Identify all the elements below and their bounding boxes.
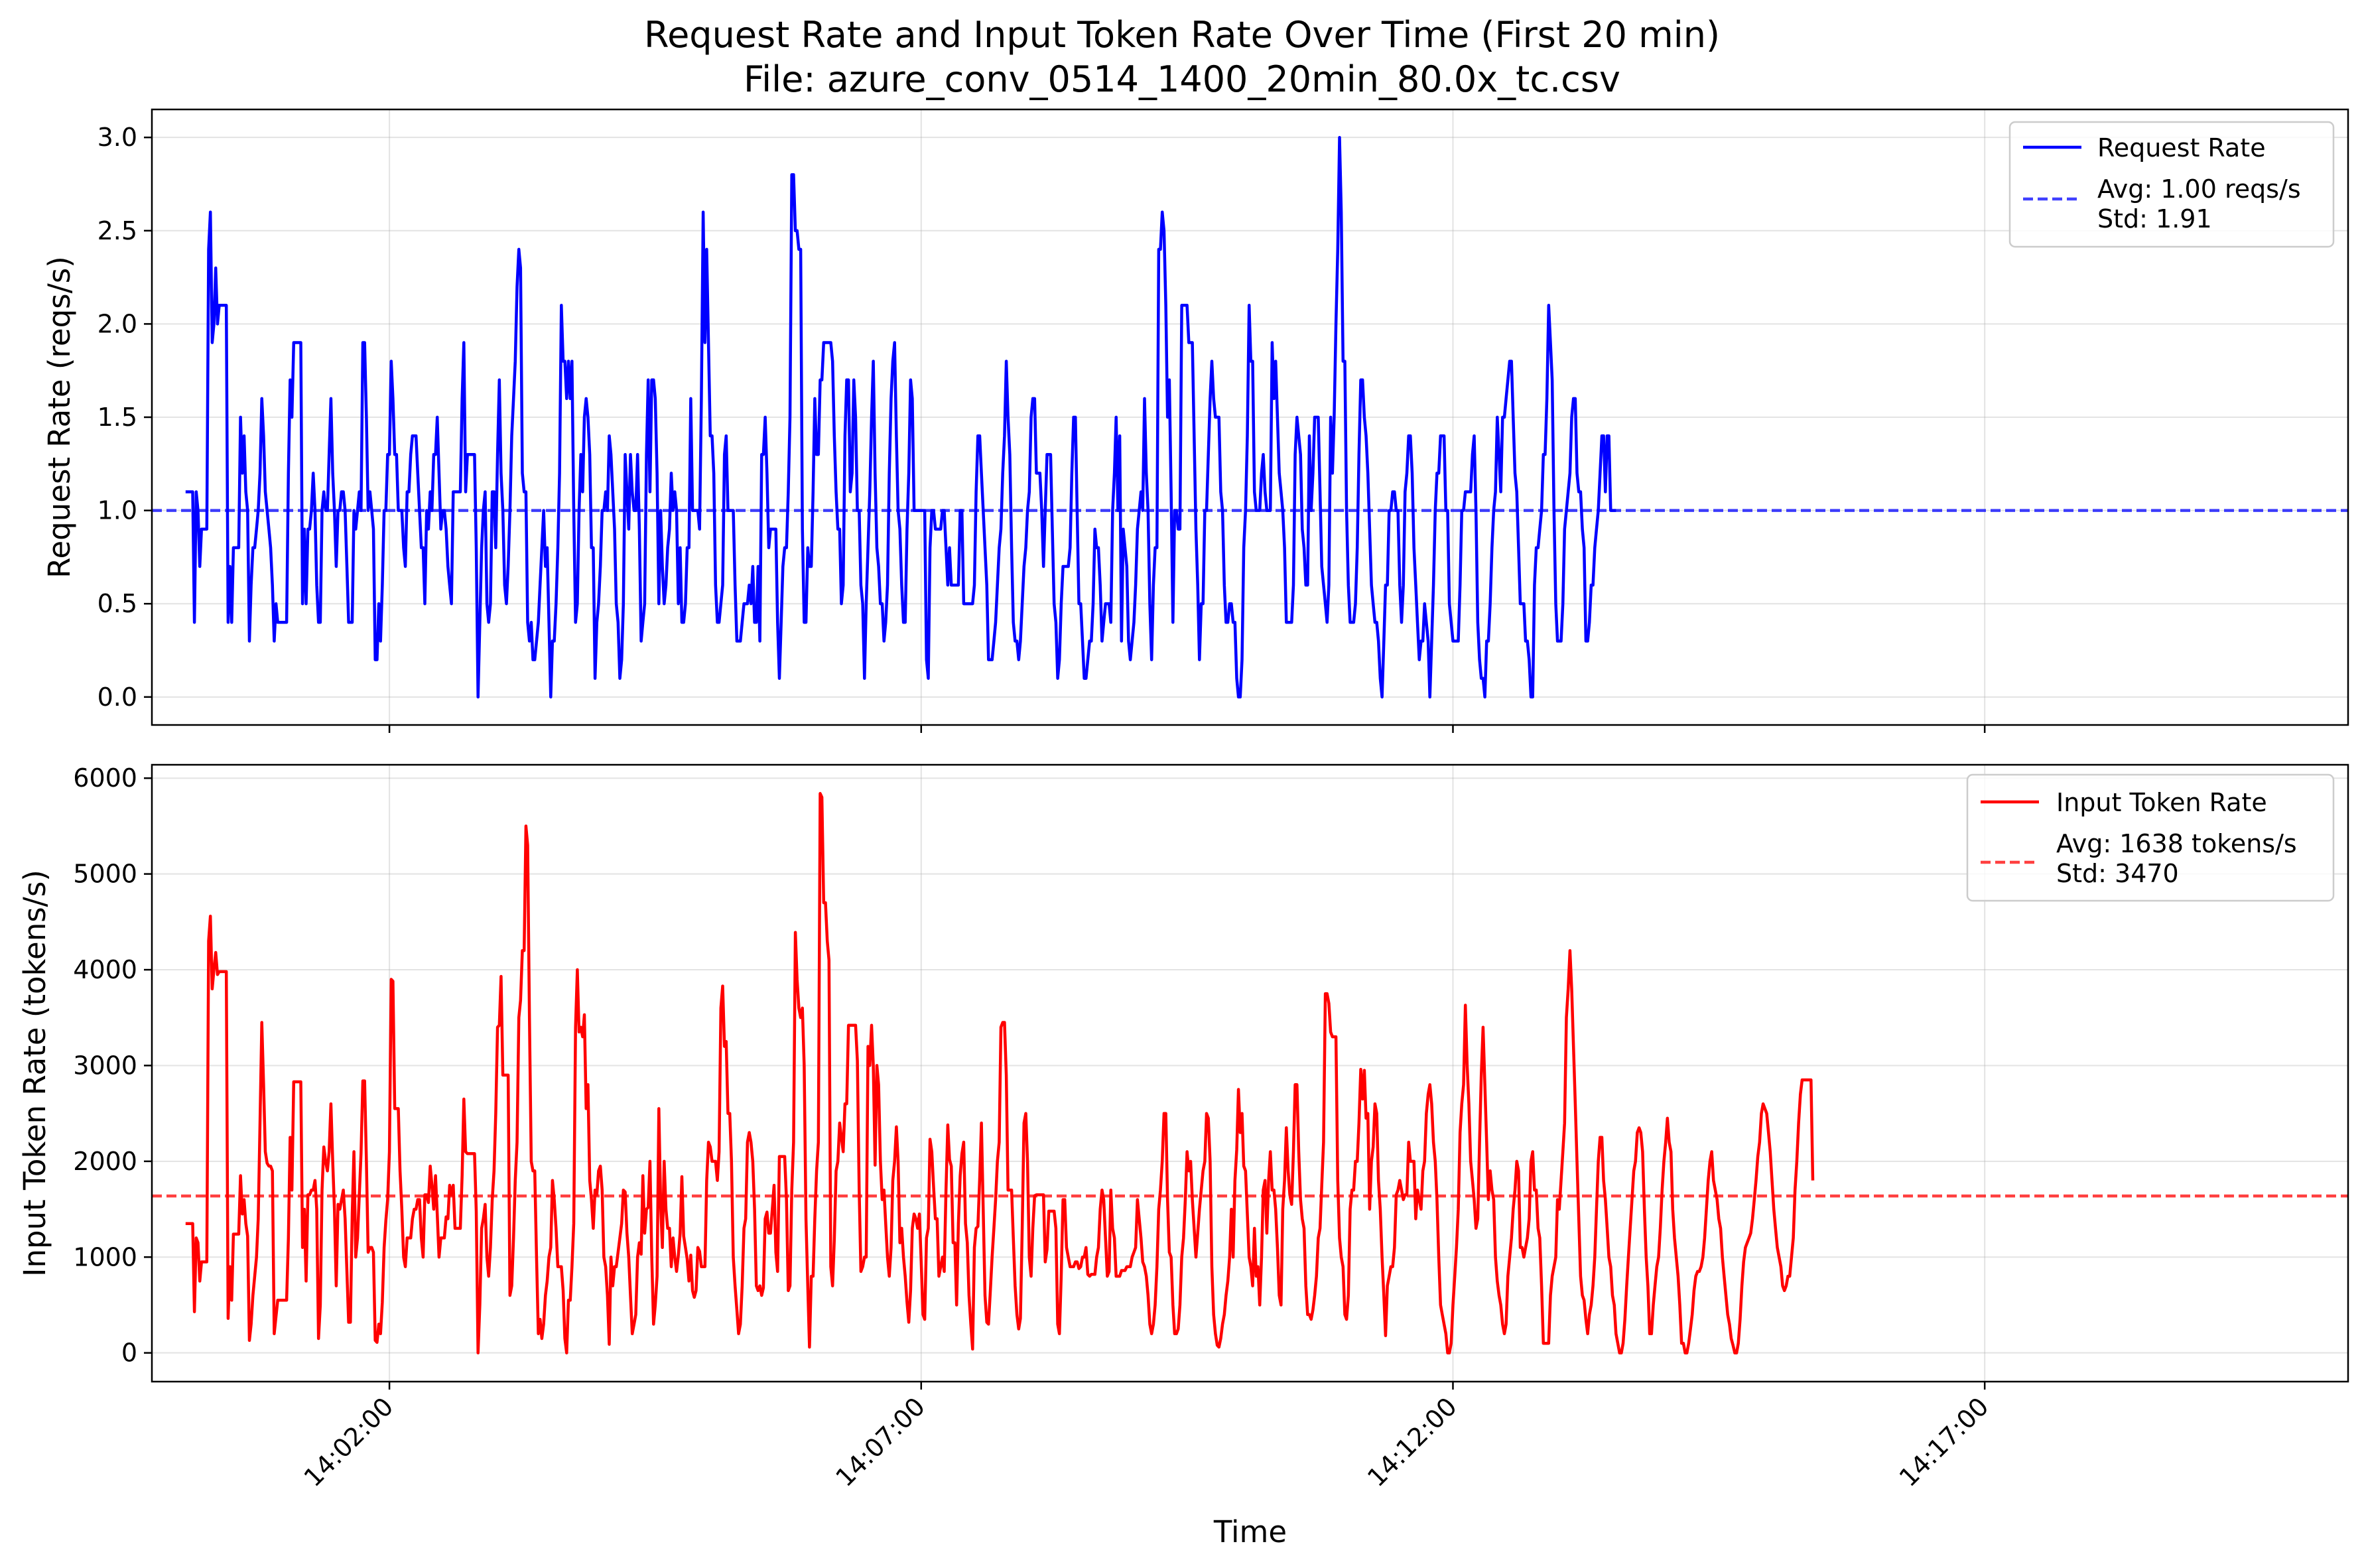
top-x-ticks [388, 725, 1986, 733]
y-tick-label: 0 [121, 1339, 137, 1368]
y-tick-label: 1000 [73, 1242, 137, 1272]
y-tick-label: 0.0 [98, 683, 137, 712]
top-y-ticks: 0.0 0.5 1.0 1.5 2.0 2.5 3.0 [98, 123, 152, 712]
top-legend-std-label: Std: 1.91 [2097, 204, 2212, 233]
y-tick-label: 3000 [73, 1051, 137, 1080]
top-plot-frame [151, 108, 2349, 726]
top-legend-box [2008, 121, 2335, 248]
y-tick-label: 1.0 [98, 496, 137, 525]
bottom-y-axis-label: Input Token Rate (tokens/s) [17, 870, 52, 1277]
y-tick-label: 2.5 [98, 216, 137, 245]
y-tick-label: 3.0 [98, 123, 137, 152]
y-tick-label: 5000 [73, 860, 137, 889]
input-token-rate-line [185, 792, 1815, 1354]
top-legend-avg-label: Avg: 1.00 reqs/s [2097, 174, 2301, 204]
bottom-legend-std-label: Std: 3470 [2056, 859, 2179, 888]
y-tick-label: 2000 [73, 1147, 137, 1176]
bottom-legend-avg-label: Avg: 1638 tokens/s [2056, 829, 2297, 858]
bottom-plot-frame [151, 763, 2349, 1383]
y-tick-label: 0.5 [98, 589, 137, 618]
y-tick-label: 6000 [73, 763, 137, 793]
bottom-legend-token-label: Input Token Rate [2056, 788, 2267, 817]
top-y-axis-label: Request Rate (reqs/s) [42, 256, 77, 578]
bottom-legend: Input Token Rate Avg: 1638 tokens/s Std:… [1966, 773, 2335, 902]
y-tick-label: 2.0 [98, 309, 137, 338]
figure-title-line1: Request Rate and Input Token Rate Over T… [644, 14, 1720, 56]
y-tick-label: 4000 [73, 955, 137, 984]
request-rate-chart: 0.0 0.5 1.0 1.5 2.0 2.5 3.0 Request Rate (reqs… [42, 108, 2349, 733]
x-axis-label: Time [1213, 1514, 1287, 1549]
bottom-y-ticks: 0 1000 2000 3000 4000 5000 6000 [73, 763, 152, 1368]
top-legend-request-label: Request Rate [2097, 133, 2266, 163]
figure-title-line2: File: azure_conv_0514_1400_20min_80.0x_t… [744, 58, 1620, 100]
bottom-legend-box [1966, 773, 2335, 902]
top-legend: Request Rate Avg: 1.00 reqs/s Std: 1.91 [2008, 121, 2335, 248]
request-rate-line [185, 135, 1616, 699]
y-tick-label: 1.5 [98, 403, 137, 432]
